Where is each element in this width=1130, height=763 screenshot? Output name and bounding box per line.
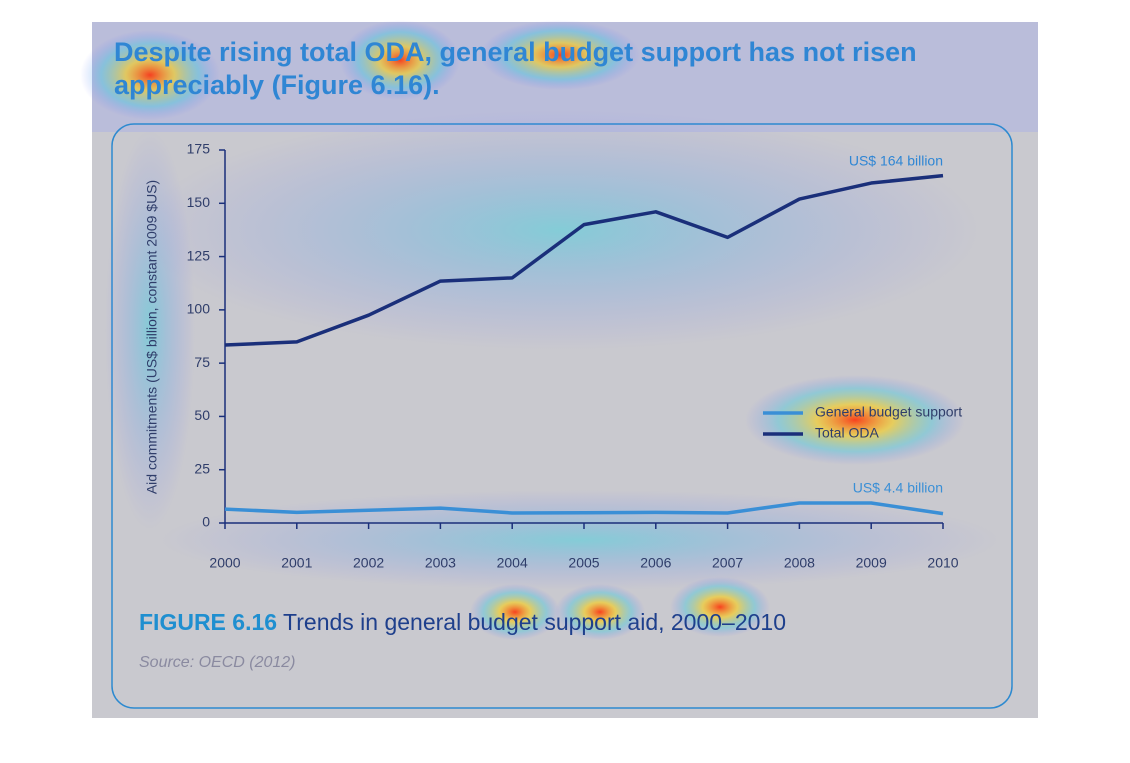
y-tick-label: 50	[194, 407, 210, 423]
x-tick-label: 2006	[640, 555, 671, 571]
y-tick-label: 125	[187, 247, 211, 263]
y-tick-label: 75	[194, 354, 210, 370]
x-tick-label: 2009	[856, 555, 887, 571]
x-tick-label: 2004	[497, 555, 528, 571]
heat-spot	[470, 584, 560, 640]
heat-spot	[340, 20, 460, 100]
x-tick-label: 2007	[712, 555, 743, 571]
heat-spot	[670, 577, 770, 637]
legend-label: Total ODA	[815, 425, 879, 441]
heat-spot	[480, 20, 640, 90]
x-tick-label: 2008	[784, 555, 815, 571]
x-tick-label: 2003	[425, 555, 456, 571]
series-line	[224, 501, 944, 516]
annotation: US$ 164 billion	[849, 153, 943, 169]
heat-spot	[555, 584, 645, 640]
caption: FIGURE 6.16 Trends in general budget supp…	[139, 609, 786, 636]
x-tick-label: 2000	[209, 555, 240, 571]
x-tick-label: 2010	[927, 555, 958, 571]
y-tick-label: 175	[187, 141, 211, 157]
legend-label: General budget support	[815, 404, 962, 420]
caption-text: Trends in general budget support aid, 20…	[283, 609, 787, 635]
series-line	[224, 173, 944, 347]
y-tick-label: 0	[202, 514, 210, 530]
x-tick-label: 2005	[568, 555, 599, 571]
x-tick-label: 2001	[281, 555, 312, 571]
headline: Despite rising total ODA, general budget…	[114, 37, 917, 100]
y-axis-label: Aid commitments (US$ billion, constant 2…	[144, 180, 160, 494]
y-tick-label: 100	[187, 301, 211, 317]
heat-spot	[745, 375, 965, 465]
figure-number: FIGURE 6.16	[139, 609, 278, 635]
y-tick-label: 150	[187, 194, 211, 210]
heat-spot	[80, 30, 220, 120]
annotation: US$ 4.4 billion	[853, 480, 943, 496]
y-tick-label: 25	[194, 460, 210, 476]
x-tick-label: 2002	[353, 555, 384, 571]
heat-spot	[140, 110, 980, 350]
source: Source: OECD (2012)	[139, 654, 296, 671]
heat-spot	[160, 490, 1000, 590]
